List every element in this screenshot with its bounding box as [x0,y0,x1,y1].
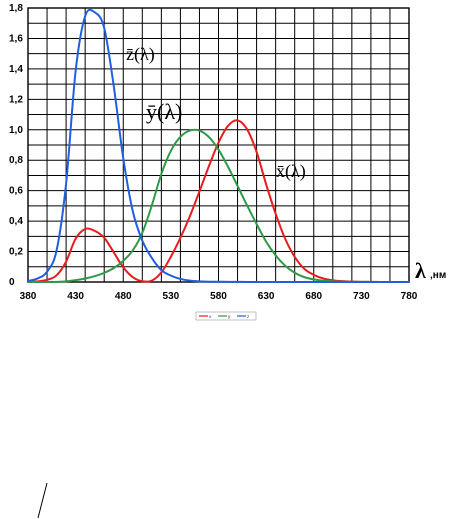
z-bar-curve [27,8,409,284]
x-tick-label: 430 [67,291,84,302]
z-bar-curve-label: z̄(λ) [126,44,155,65]
legend: x y z [195,311,257,321]
x-tick-label: 730 [353,291,370,302]
y-tick-label: 1,8 [9,3,23,14]
y-tick-label: 0,2 [9,247,23,258]
y-tick-label: 1,4 [9,64,23,75]
y-tick-label: 1,6 [9,33,23,44]
y-bar-curve-label: ȳ(λ) [146,99,182,124]
curves [27,8,409,284]
x-axis-label-unit: ,нм [430,270,446,281]
grid [27,7,410,283]
y-tick-label: 0,6 [9,186,23,197]
x-tick-label: 680 [305,291,322,302]
y-tick-label: 1,0 [9,125,23,136]
x-tick-label: 630 [258,291,275,302]
x-tick-label: 530 [163,291,180,302]
x-bar-curve-label: x̄(λ) [276,161,306,182]
x-tick-label: 580 [210,291,227,302]
decorative-slash-line [37,482,48,519]
x-axis-label-symbol: λ [415,258,426,283]
y-tick-label: 0,4 [9,216,23,227]
y-tick-label: 1,2 [9,94,23,105]
x-axis-ticks: 380 430 480 530 580 630 680 730 780 [20,291,418,302]
y-tick-label: 0 [9,277,15,288]
y-tick-label: 0,8 [9,155,23,166]
legend-entry-label: x [209,314,212,319]
y-axis-ticks: 0 0,2 0,4 0,6 0,8 1,0 1,2 1,4 1,6 1,8 [9,3,23,288]
legend-entry-label: z [247,314,250,319]
legend-entry-label: y [228,314,231,319]
curve-labels: x̄(λ) ȳ(λ) z̄(λ) [126,44,306,182]
x-tick-label: 380 [20,291,37,302]
x-tick-label: 480 [115,291,132,302]
x-tick-label: 780 [401,291,418,302]
